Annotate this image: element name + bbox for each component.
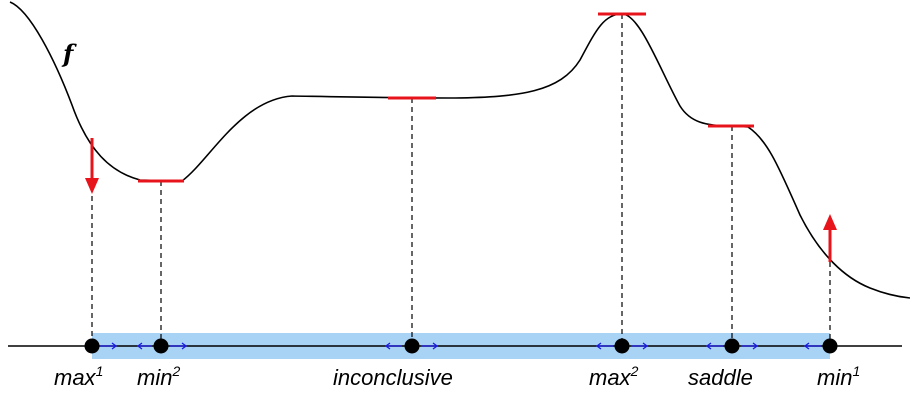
dot-min2 [153,338,169,354]
arrow-in-left-min2 [136,342,152,350]
label-max2: max2 [589,363,639,390]
tangent-markers [138,12,754,183]
dot-max2 [614,338,630,354]
down-arrow-head [85,178,99,194]
function-label: f [61,39,77,68]
label-min1: min1 [817,363,860,390]
label-saddle: saddle [688,365,753,390]
critical-point-dots [84,338,838,354]
dot-saddle [724,338,740,354]
label-min2: min2 [137,363,180,390]
label-inconclusive: inconclusive [333,365,453,390]
arrow-right-max2 [631,342,649,350]
arrow-left-min1 [803,342,821,350]
arrow-right-inconclusive [421,342,439,350]
label-max1: max1 [54,363,103,390]
point-labels: max1 min2 inconclusive max2 saddle min1 [54,363,860,390]
dashed-guides [91,14,831,346]
arrow-right-saddle [741,342,759,350]
dot-inconclusive [404,338,420,354]
gradient-arrows [85,138,837,262]
up-arrow-head [823,214,837,230]
small-blue-arrows [100,342,821,350]
arrow-left-inconclusive [384,342,402,350]
arrow-left-saddle [705,342,723,350]
function-curve [9,1,910,299]
dot-min1 [822,338,838,354]
arrow-in-right-min2 [170,342,188,350]
arrow-out-right-max1 [100,342,118,350]
arrow-left-max2 [595,342,613,350]
dot-max1 [84,338,100,354]
